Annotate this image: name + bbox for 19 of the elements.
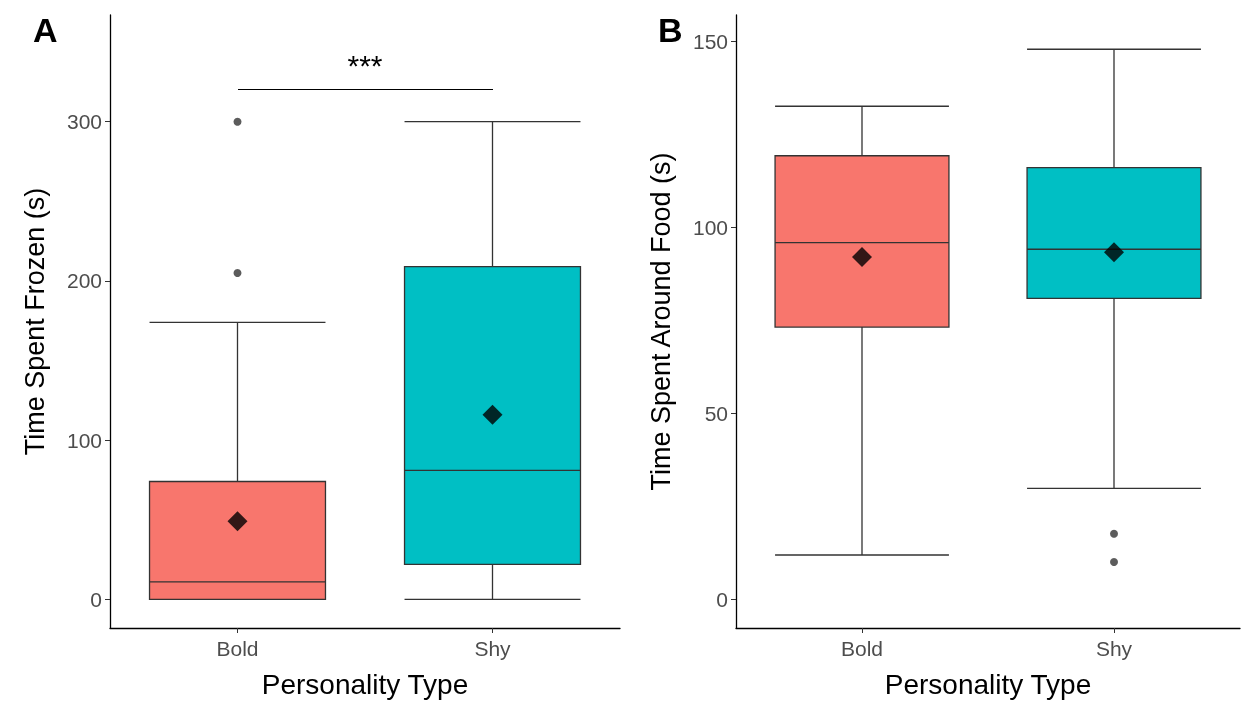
y-tick-label: 100	[692, 215, 728, 239]
x-tick-label: Shy	[474, 637, 512, 660]
y-tick-label: 50	[704, 401, 728, 425]
y-axis-title: Time Spent Frozen (s)	[19, 187, 50, 456]
y-tick-label: 200	[66, 269, 102, 293]
y-tick-label: 150	[692, 29, 728, 53]
y-tick-label: 0	[90, 587, 102, 611]
x-tick-label: Bold	[840, 637, 884, 660]
x-tick-label: Bold	[216, 637, 259, 660]
chart-title: B	[658, 11, 683, 49]
y-tick-label: 100	[66, 428, 102, 452]
chart-title: A	[33, 11, 58, 49]
y-axis-title: Time Spent Around Food (s)	[645, 152, 676, 491]
x-tick-label: Shy	[1095, 637, 1133, 660]
y-tick-label: 0	[716, 588, 728, 612]
annotation: ***	[346, 48, 384, 83]
y-tick-label: 300	[66, 110, 102, 134]
x-axis-title: Personality Type	[884, 668, 1092, 700]
x-axis-title: Personality Type	[261, 668, 469, 700]
